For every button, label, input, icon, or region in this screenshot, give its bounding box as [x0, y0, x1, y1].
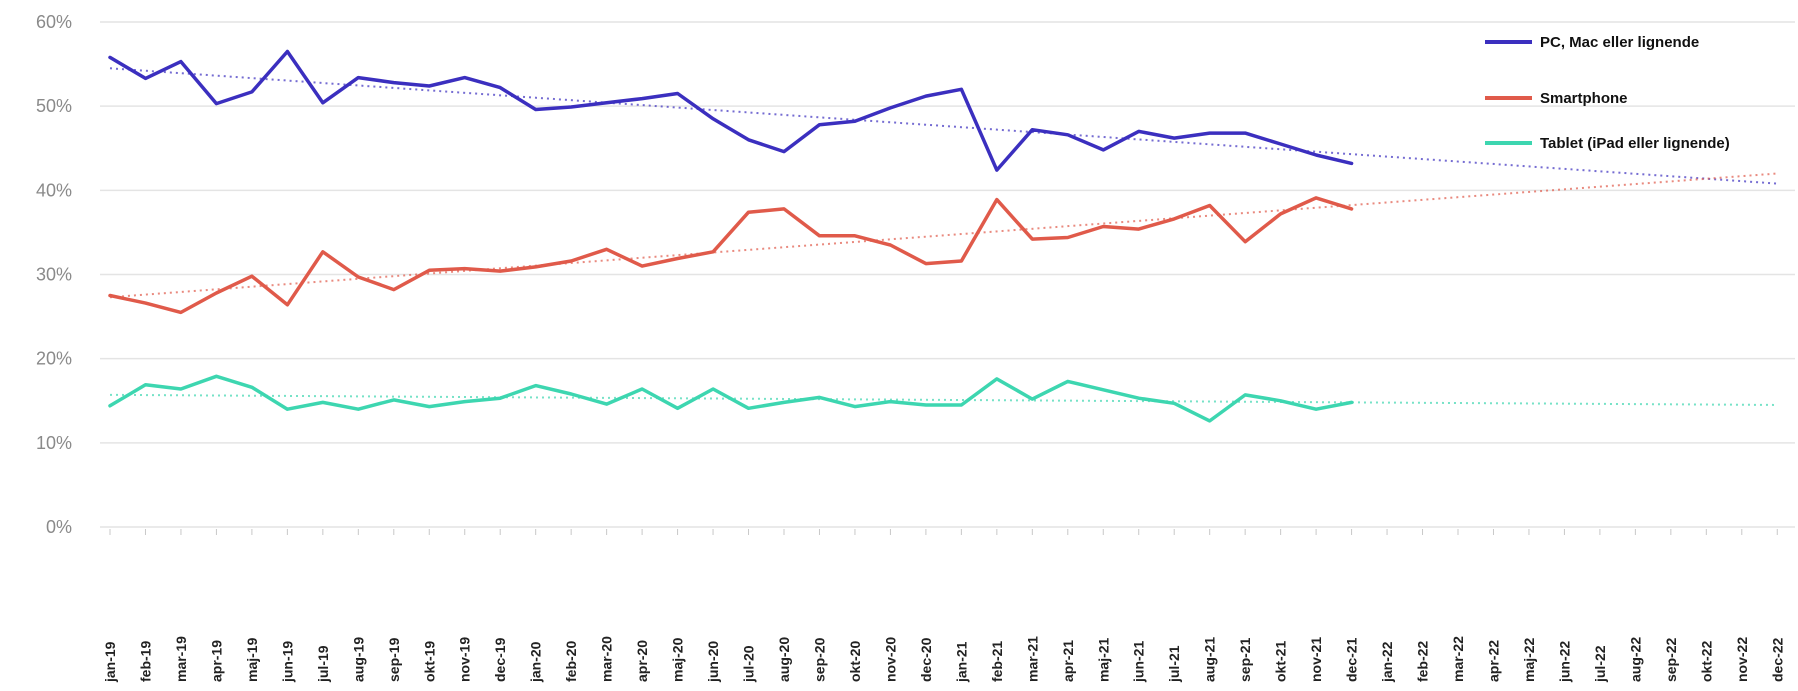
x-tick-label: nov-22 — [1734, 637, 1750, 682]
x-tick-label: mar-20 — [599, 636, 615, 682]
x-tick-label: maj-22 — [1521, 637, 1537, 682]
x-tick-label: dec-22 — [1769, 637, 1785, 682]
x-tick-label: nov-21 — [1308, 637, 1324, 682]
x-tick-label: feb-22 — [1415, 641, 1431, 682]
x-tick-label: aug-21 — [1202, 637, 1218, 682]
x-tick-label: sep-21 — [1237, 637, 1253, 682]
x-tick-label: jan-21 — [953, 641, 969, 683]
x-tick-label: okt-22 — [1698, 641, 1714, 682]
x-tick-label: aug-19 — [350, 637, 366, 682]
series-line — [108, 49, 1354, 172]
x-tick-label: apr-20 — [634, 640, 650, 682]
y-tick-label: 60% — [36, 12, 72, 32]
x-tick-label: mar-19 — [173, 636, 189, 682]
y-tick-label: 20% — [36, 349, 72, 369]
x-tick-label: jun-19 — [279, 641, 295, 683]
y-tick-label: 40% — [36, 180, 72, 200]
x-tick-label: aug-22 — [1627, 637, 1643, 682]
series-group — [108, 196, 1354, 315]
y-tick-label: 10% — [36, 433, 72, 453]
series-group — [108, 49, 1354, 172]
x-tick-label: jul-20 — [741, 645, 757, 683]
y-axis: 0% 10% 20% 30% 40% 50% 60% — [36, 12, 72, 537]
x-tick-label: okt-19 — [421, 641, 437, 682]
series-line — [108, 374, 1354, 423]
legend: PC, Mac eller lignende Smartphone Tablet (… — [1485, 34, 1730, 152]
y-tick-label: 30% — [36, 265, 72, 285]
y-tick-label: 50% — [36, 96, 72, 116]
x-tick-label: maj-21 — [1095, 637, 1111, 682]
legend-item: Tablet (iPad eller lignende) — [1485, 135, 1730, 152]
x-tick-label: jul-19 — [315, 645, 331, 683]
x-tick-label: jul-22 — [1592, 645, 1608, 683]
x-tick-label: okt-21 — [1273, 641, 1289, 682]
x-tick-label: aug-20 — [776, 637, 792, 682]
legend-item: PC, Mac eller lignende — [1485, 34, 1699, 51]
x-tick-label: feb-20 — [563, 641, 579, 682]
trendline — [109, 393, 1778, 406]
legend-label: Smartphone — [1540, 90, 1628, 107]
legend-label: Tablet (iPad eller lignende) — [1540, 135, 1730, 152]
legend-item: Smartphone — [1485, 90, 1628, 107]
x-tick-label: jul-21 — [1166, 645, 1182, 683]
series-line — [108, 196, 1354, 315]
x-tick-label: nov-19 — [457, 637, 473, 682]
x-tick-label: maj-19 — [244, 637, 260, 682]
x-tick-label: mar-21 — [1024, 636, 1040, 682]
gridlines — [100, 21, 1795, 528]
x-tick-label: jun-22 — [1556, 641, 1572, 683]
series-group — [108, 374, 1354, 423]
trendline — [109, 67, 1778, 185]
trendline — [109, 172, 1778, 299]
x-tick-label: jun-20 — [705, 641, 721, 683]
x-tick-label: apr-21 — [1060, 640, 1076, 682]
x-tick-label: sep-19 — [386, 637, 402, 682]
x-tick-label: feb-21 — [989, 641, 1005, 682]
legend-label: PC, Mac eller lignende — [1540, 34, 1699, 51]
x-tick-label: dec-21 — [1344, 637, 1360, 682]
x-tick-label: nov-20 — [882, 637, 898, 682]
x-tick-label: jan-20 — [528, 641, 544, 683]
x-tick-label: mar-22 — [1450, 636, 1466, 682]
x-tick-label: dec-19 — [492, 637, 508, 682]
series-lines — [108, 49, 1354, 423]
x-tick-label: sep-20 — [811, 637, 827, 682]
x-tick-label: sep-22 — [1663, 637, 1679, 682]
trendlines — [109, 67, 1778, 406]
y-tick-label: 0% — [46, 517, 72, 537]
x-tick-label: jun-21 — [1131, 641, 1147, 683]
x-tick-label: jan-22 — [1379, 641, 1395, 683]
x-tick-label: dec-20 — [918, 637, 934, 682]
x-tick-label: apr-19 — [208, 640, 224, 682]
x-axis: jan-19 feb-19 mar-19 apr-19 maj-19 jun-19 jul-… — [102, 529, 1785, 683]
x-tick-label: jan-19 — [102, 641, 118, 683]
x-tick-label: feb-19 — [137, 641, 153, 682]
x-tick-label: apr-22 — [1485, 640, 1501, 682]
x-tick-label: okt-20 — [847, 641, 863, 682]
x-tick-label: maj-20 — [670, 637, 686, 682]
